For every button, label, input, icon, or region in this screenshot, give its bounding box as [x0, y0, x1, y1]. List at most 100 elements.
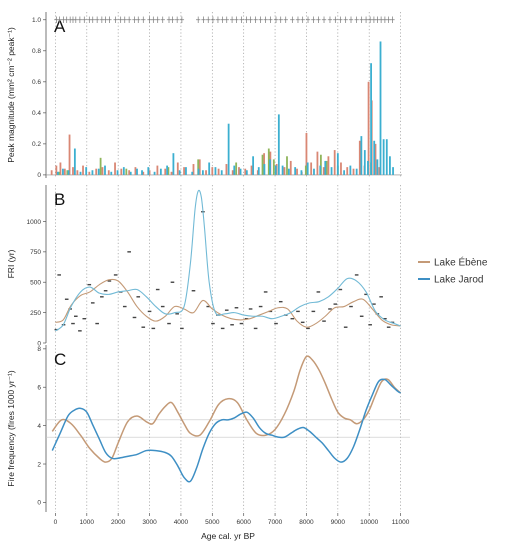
peak-bar: [58, 171, 61, 175]
peak-bar: [208, 162, 211, 175]
frequency-series-line: [51, 378, 401, 483]
peak-bar: [159, 168, 162, 175]
fri-point: [64, 298, 69, 300]
peak-bar: [352, 168, 355, 175]
peak-bar: [235, 162, 238, 175]
peak-bar: [129, 171, 132, 175]
peak-bar: [176, 162, 179, 175]
fri-point: [107, 280, 112, 282]
fri-point: [296, 310, 300, 313]
peak-bar: [76, 170, 79, 175]
peak-bar: [275, 164, 278, 175]
x-tick-label: 7000: [268, 519, 283, 526]
fri-series-line: [55, 278, 401, 328]
peak-bar: [250, 165, 253, 175]
panel-letter: A: [54, 17, 66, 36]
peak-bar: [233, 165, 236, 175]
peak-bar: [183, 167, 185, 175]
y-tick-label: 6: [37, 385, 41, 392]
panel-area: 0 0.2 0.4 0.6 0.8 1.0 Peak magnitude (mm² cm⁻²…: [6, 12, 410, 512]
x-tick-label: 3000: [142, 519, 157, 526]
fri-point: [74, 315, 78, 317]
peak-bar: [116, 170, 119, 175]
peak-bar: [136, 168, 138, 175]
panel-letter: B: [54, 190, 65, 209]
peak-bar: [370, 63, 372, 175]
y-axis-title: Peak magnitude (mm² cm⁻² peak⁻¹): [6, 27, 16, 163]
peak-bar: [67, 170, 70, 175]
peak-bar: [272, 159, 275, 175]
peak-bar: [125, 168, 128, 175]
peak-bar: [256, 170, 259, 175]
peak-bar: [99, 157, 102, 175]
x-axis-title: Age cal. yr BP: [201, 531, 255, 541]
peak-bar: [147, 167, 150, 175]
peak-bar: [257, 167, 260, 175]
peak-bar: [239, 168, 242, 175]
y-tick-label: 4: [37, 423, 41, 430]
peak-bar: [142, 171, 145, 175]
fri-point: [160, 305, 165, 308]
fri-point: [224, 309, 229, 311]
peak-bar: [62, 168, 64, 175]
legend: Lake Ébène Lake Jarod: [418, 256, 488, 286]
peak-bar: [333, 150, 336, 175]
fri-point: [191, 290, 196, 292]
fri-point: [333, 303, 338, 305]
y-tick-label: 0: [37, 500, 41, 507]
fri-point: [151, 327, 156, 330]
fri-point: [359, 315, 364, 317]
peak-bar: [227, 123, 230, 175]
x-tick-label: 11000: [392, 519, 410, 526]
peak-bar: [283, 167, 286, 175]
peak-bar: [82, 165, 84, 175]
peak-bar: [389, 156, 391, 175]
peak-bar: [277, 114, 280, 175]
peak-bar: [73, 148, 76, 175]
peak-bar: [185, 167, 187, 175]
fri-point: [155, 288, 160, 291]
fri-point: [290, 317, 295, 320]
x-tick-label: 2000: [111, 519, 126, 526]
y-axis-title: FRI (yr): [6, 249, 16, 278]
fri-point: [82, 317, 87, 320]
y-tick-label: 0.2: [32, 141, 41, 148]
y-axis-title: Fire frequency (fires 1000 yr⁻¹): [6, 370, 16, 487]
peak-bar: [128, 170, 131, 175]
peak-bar: [156, 165, 159, 175]
peak-bar: [382, 139, 385, 175]
peak-bar: [289, 160, 292, 175]
fri-point: [306, 327, 310, 330]
fri-point: [239, 322, 244, 325]
fri-point: [132, 316, 137, 319]
fri-point: [234, 307, 239, 309]
peak-bar: [114, 162, 116, 175]
peak-bar: [91, 170, 94, 175]
peak-bar: [360, 136, 363, 175]
peak-bar: [55, 165, 58, 175]
peak-bar: [374, 143, 377, 175]
fri-point: [316, 291, 321, 293]
peak-bar: [261, 154, 264, 175]
peak-bar: [340, 162, 342, 175]
fri-point: [100, 296, 104, 298]
peak-bar: [63, 168, 66, 175]
peak-bar: [57, 171, 59, 175]
peak-bar: [267, 148, 270, 175]
peak-bar: [346, 167, 349, 175]
panel-c: 0 2 4 6 8 Fire frequency (fires 1000 yr⁻¹) C: [6, 345, 410, 512]
fri-point: [390, 321, 395, 324]
fri-point: [211, 322, 215, 325]
peak-bar: [201, 170, 204, 175]
y-tick-label: 2: [37, 461, 41, 468]
peak-bar: [88, 171, 91, 175]
fri-point: [95, 322, 99, 325]
peak-bar: [343, 170, 346, 175]
peak-bar: [197, 159, 200, 175]
fri-point: [170, 281, 175, 283]
fri-point: [386, 326, 391, 328]
y-tick-label: 8: [37, 346, 41, 353]
x-tick-label: 4000: [174, 519, 189, 526]
y-tick-label: 750: [30, 249, 41, 256]
